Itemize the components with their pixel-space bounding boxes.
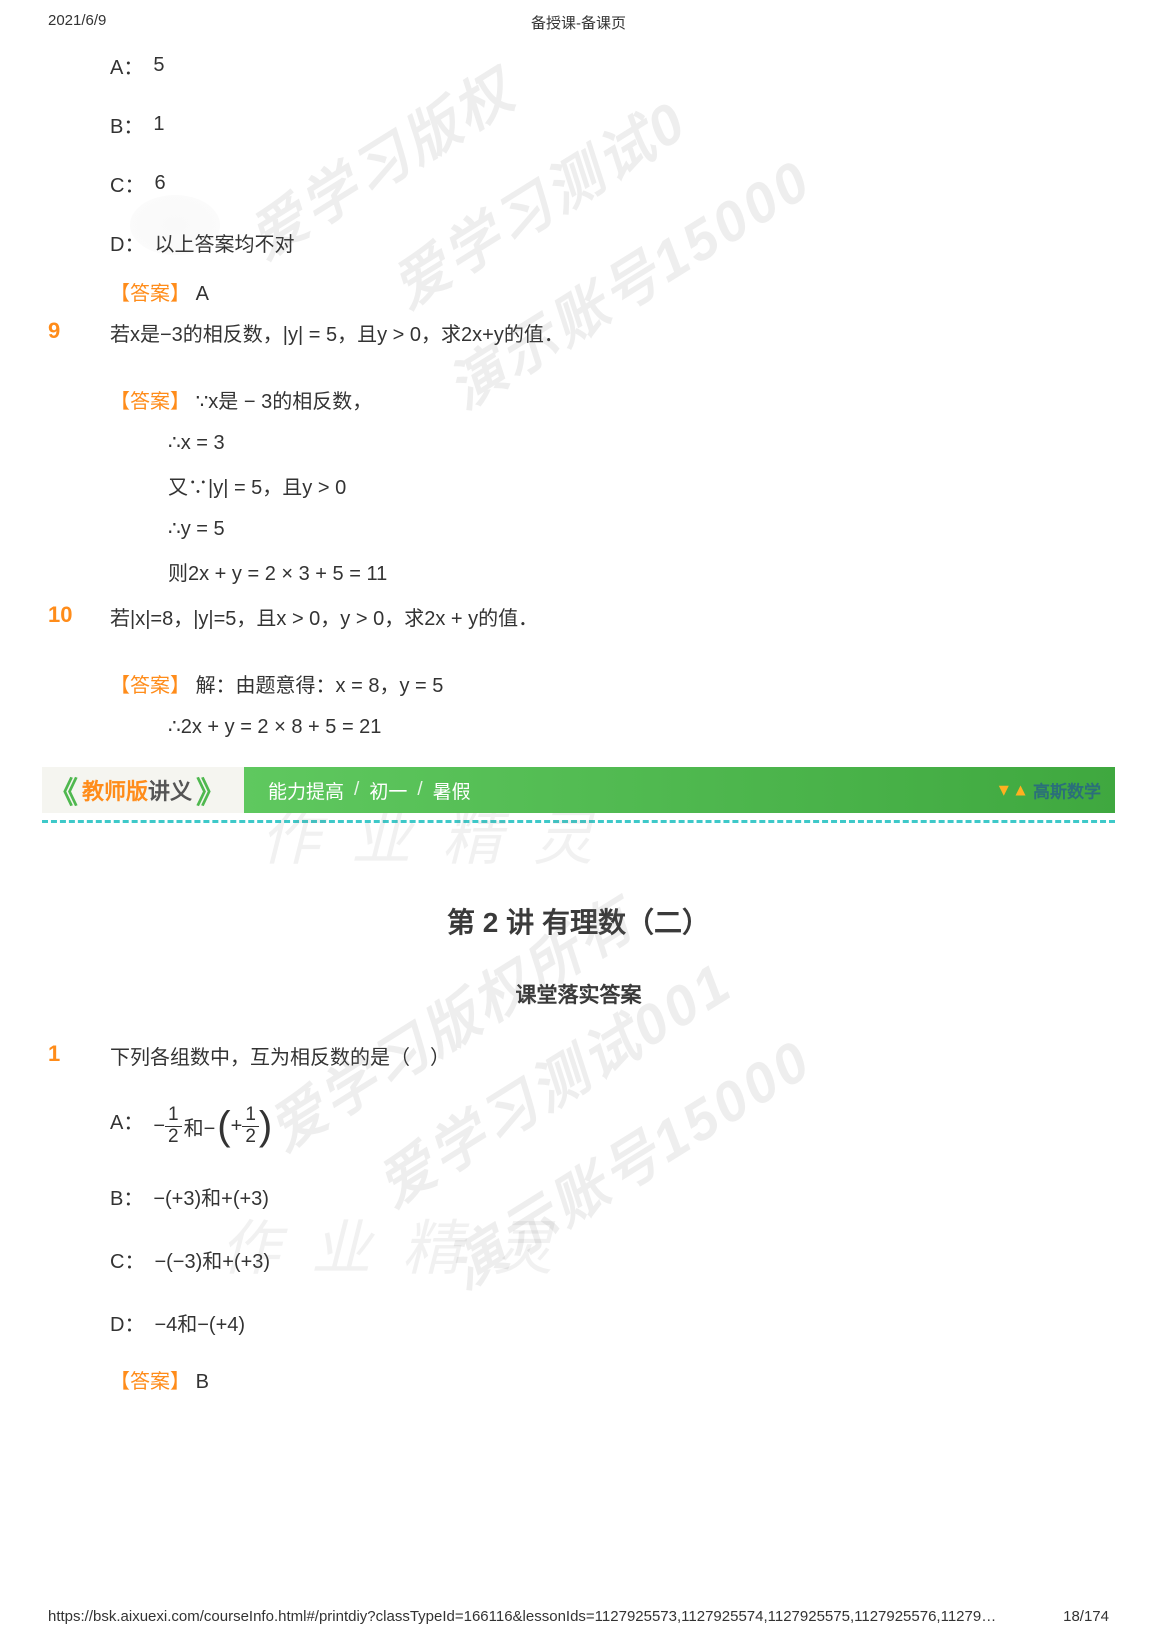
solution-line: 则2x + y = 2 × 3 + 5 = 11 xyxy=(110,557,1157,586)
page-header: 2021/6/9 备授课-备课页 xyxy=(0,0,1157,29)
crumb-sep: / xyxy=(417,779,422,801)
solution-line: 【答案】 解：由题意得：x = 8，y = 5 xyxy=(110,669,1157,698)
option-text: 以上答案均不对 xyxy=(154,228,294,257)
option-a: A： − 1 2 和− ( + 1 2 ) xyxy=(110,1104,1157,1148)
q1-answer-row: 【答案】 B xyxy=(110,1365,1157,1394)
crumb-item: 初一 xyxy=(369,777,407,804)
fraction: 1 2 xyxy=(165,1105,182,1148)
lecture-title: 第 2 讲 有理数（二） xyxy=(0,901,1157,941)
banner-left: 教师版 讲义 xyxy=(42,767,244,813)
option-a-expr: − 1 2 和− ( + 1 2 ) xyxy=(153,1104,272,1148)
solution-line: ∴x = 3 xyxy=(110,430,1157,455)
option-b: B： −(+3)和+(+3) xyxy=(110,1182,1157,1211)
option-letter: D： xyxy=(110,228,144,257)
solution-line: 【答案】 ∵x是 − 3的相反数， xyxy=(110,385,1157,414)
answer-value: A xyxy=(196,283,209,305)
mid-text: 和− xyxy=(184,1112,216,1141)
option-letter: A： xyxy=(110,1104,143,1135)
solution-line: 又∵|y| = 5，且y > 0 xyxy=(110,471,1157,500)
crumb-item: 暑假 xyxy=(433,777,471,804)
option-c: C： 6 xyxy=(110,169,1157,198)
solution-text: ∵x是 − 3的相反数， xyxy=(196,391,373,413)
option-text: 6 xyxy=(154,172,165,195)
answer-label: 【答案】 xyxy=(110,1371,190,1393)
crumb-sep: / xyxy=(354,779,359,801)
content-area: A： 5 B： 1 C： 6 D： 以上答案均不对 【答案】 A 9 若x是−3… xyxy=(0,29,1157,1394)
banner-logo: ▼▲ 高斯数学 xyxy=(995,778,1101,803)
solution-line: ∴y = 5 xyxy=(110,516,1157,541)
plus-sign: + xyxy=(231,1115,243,1138)
frac-num: 1 xyxy=(165,1105,182,1127)
frac-den: 2 xyxy=(242,1127,259,1148)
option-d: D： −4和−(+4) xyxy=(110,1308,1157,1337)
option-d: D： 以上答案均不对 xyxy=(110,228,1157,257)
crumb-item: 能力提高 xyxy=(268,777,344,804)
header-title: 备授课-备课页 xyxy=(531,12,626,33)
question-number: 1 xyxy=(0,1041,110,1067)
q1-options: A： − 1 2 和− ( + 1 2 ) xyxy=(0,1104,1157,1394)
answer-label: 【答案】 xyxy=(110,283,190,305)
q10-solution: 【答案】 解：由题意得：x = 8，y = 5 ∴2x + y = 2 × 8 … xyxy=(0,669,1157,739)
banner-label-orange: 教师版 xyxy=(82,774,148,806)
frac-num: 1 xyxy=(242,1105,259,1127)
option-b: B： 1 xyxy=(110,110,1157,139)
question-9: 9 若x是−3的相反数，|y| = 5，且y > 0，求2x+y的值． xyxy=(0,318,1157,347)
answer-value: B xyxy=(196,1371,209,1393)
option-text: −(+3)和+(+3) xyxy=(153,1182,269,1211)
page-footer: https://bsk.aixuexi.com/courseInfo.html#… xyxy=(0,1608,1157,1625)
option-text: −(−3)和+(+3) xyxy=(154,1245,270,1274)
q9-solution: 【答案】 ∵x是 − 3的相反数， ∴x = 3 又∵|y| = 5，且y > … xyxy=(0,385,1157,586)
logo-text: 高斯数学 xyxy=(1033,778,1101,803)
lecture-subtitle: 课堂落实答案 xyxy=(0,979,1157,1009)
question-10: 10 若|x|=8，|y|=5，且x > 0，y > 0，求2x + y的值． xyxy=(0,602,1157,631)
footer-page: 18/174 xyxy=(1063,1608,1109,1625)
fraction: 1 2 xyxy=(242,1105,259,1148)
option-text: 1 xyxy=(153,113,164,136)
option-c: C： −(−3)和+(+3) xyxy=(110,1245,1157,1274)
option-letter: B： xyxy=(110,1182,143,1211)
logo-icon: ▼▲ xyxy=(995,780,1029,800)
answer-label: 【答案】 xyxy=(110,675,190,697)
footer-url: https://bsk.aixuexi.com/courseInfo.html#… xyxy=(48,1608,996,1625)
question-1: 1 下列各组数中，互为相反数的是（ ） xyxy=(0,1041,1157,1070)
left-paren: ( xyxy=(217,1104,230,1148)
question-number: 10 xyxy=(0,602,110,628)
solution-text: 解：由题意得：x = 8，y = 5 xyxy=(196,675,444,697)
option-letter: C： xyxy=(110,169,144,198)
q8-options: A： 5 B： 1 C： 6 D： 以上答案均不对 【答案】 A xyxy=(0,51,1157,306)
option-letter: C： xyxy=(110,1245,144,1274)
question-body: 下列各组数中，互为相反数的是（ ） xyxy=(110,1041,1157,1070)
option-letter: A： xyxy=(110,51,143,80)
header-date: 2021/6/9 xyxy=(48,12,106,29)
option-a: A： 5 xyxy=(110,51,1157,80)
question-number: 9 xyxy=(0,318,110,344)
paren-fraction: ( + 1 2 ) xyxy=(217,1104,272,1148)
answer-label: 【答案】 xyxy=(110,391,190,413)
section-banner: 教师版 讲义 能力提高 / 初一 / 暑假 ▼▲ 高斯数学 xyxy=(42,767,1115,813)
question-body: 若|x|=8，|y|=5，且x > 0，y > 0，求2x + y的值． xyxy=(110,602,1157,631)
prefix-text: − xyxy=(153,1115,165,1138)
q8-answer-row: 【答案】 A xyxy=(110,277,1157,306)
frac-den: 2 xyxy=(165,1127,182,1148)
option-letter: B： xyxy=(110,110,143,139)
banner-label-black: 讲义 xyxy=(148,774,192,806)
option-text: 5 xyxy=(153,54,164,77)
option-letter: D： xyxy=(110,1308,144,1337)
banner-breadcrumb: 能力提高 / 初一 / 暑假 ▼▲ 高斯数学 xyxy=(244,767,1115,813)
banner-underline xyxy=(42,819,1115,823)
question-body: 若x是−3的相反数，|y| = 5，且y > 0，求2x+y的值． xyxy=(110,318,1157,347)
right-paren: ) xyxy=(259,1104,272,1148)
solution-line: ∴2x + y = 2 × 8 + 5 = 21 xyxy=(110,714,1157,739)
option-text: −4和−(+4) xyxy=(154,1308,245,1337)
